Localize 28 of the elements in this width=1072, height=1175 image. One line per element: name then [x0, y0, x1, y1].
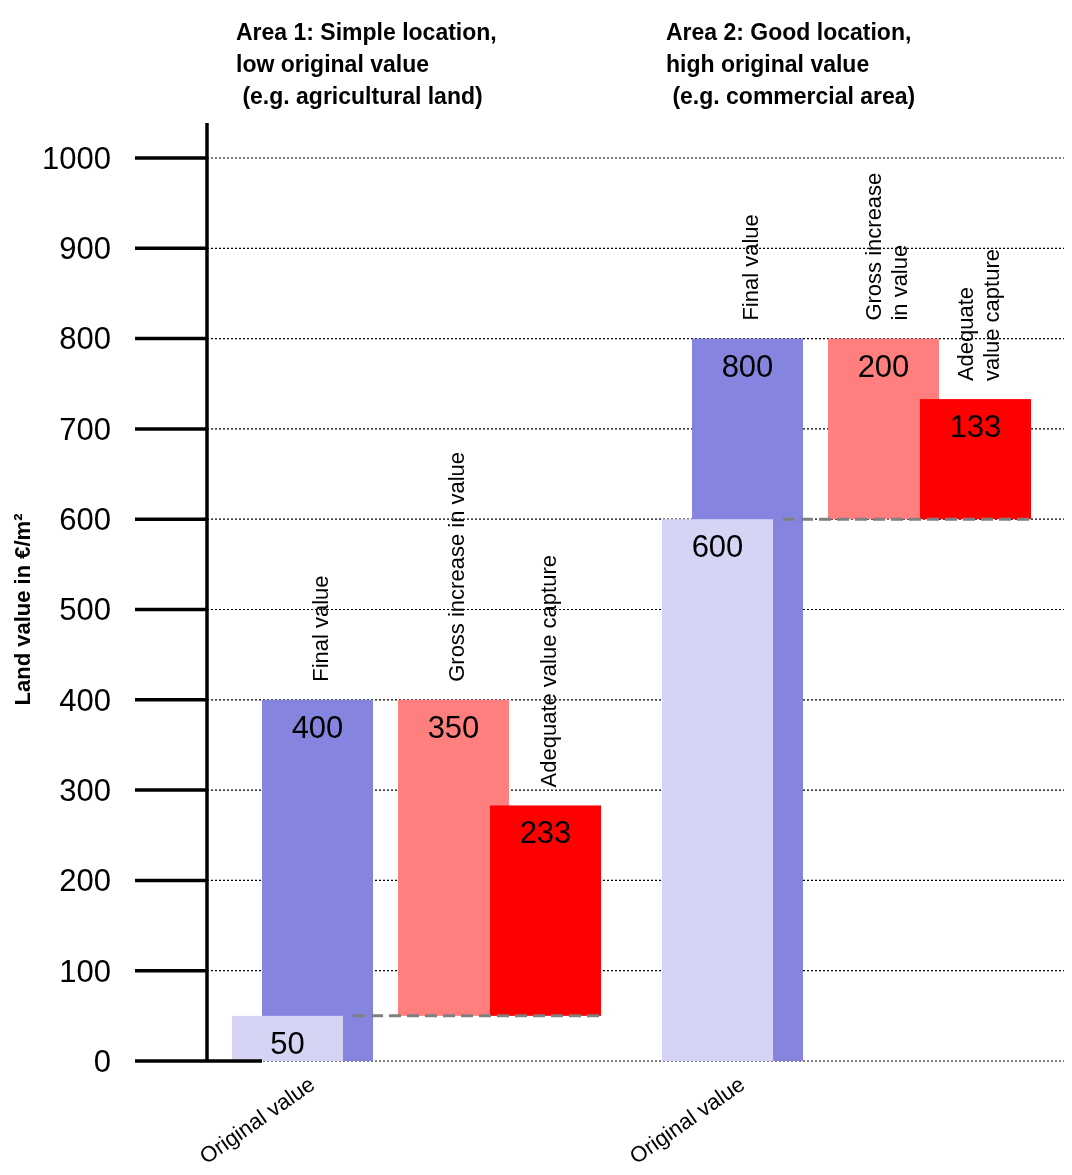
data-label: 600	[691, 529, 744, 565]
y-axis-title: Land value in €/m²	[10, 513, 35, 706]
x-tick-label: Final value	[737, 214, 763, 321]
x-tick-label: Gross increase in value	[860, 172, 912, 321]
data-label: 200	[857, 348, 910, 384]
y-tick-label: 200	[59, 863, 111, 899]
data-label: 133	[949, 409, 1002, 445]
y-tick-label: 600	[59, 502, 111, 538]
data-label: 800	[721, 348, 774, 384]
y-tick-label: 400	[59, 682, 111, 718]
x-tick-label: Adequate value capture	[952, 249, 1004, 382]
x-tick-label: Final value	[307, 575, 333, 682]
text: Area 1: Simple location, low original value (e.g. agricultural land)	[236, 19, 497, 109]
y-tick-label: 700	[59, 411, 111, 447]
y-tick-label: 0	[93, 1043, 111, 1079]
y-tick-label: 300	[59, 772, 111, 808]
y-tick-label: 900	[59, 231, 111, 267]
x-tick-label: Gross increase in value	[443, 451, 469, 682]
y-tick-label: 1000	[42, 140, 111, 176]
x-tick-label: Adequate value capture	[535, 555, 561, 788]
data-label: 350	[427, 709, 480, 745]
y-tick-label: 500	[59, 592, 111, 628]
text: Area 2: Good location, high original value (e.g. commercial area)	[666, 19, 916, 109]
data-label: 400	[291, 709, 344, 745]
data-label: 50	[270, 1025, 305, 1061]
data-label: 233	[519, 815, 572, 851]
y-tick-label: 800	[59, 321, 111, 357]
y-tick-label: 100	[59, 953, 111, 989]
